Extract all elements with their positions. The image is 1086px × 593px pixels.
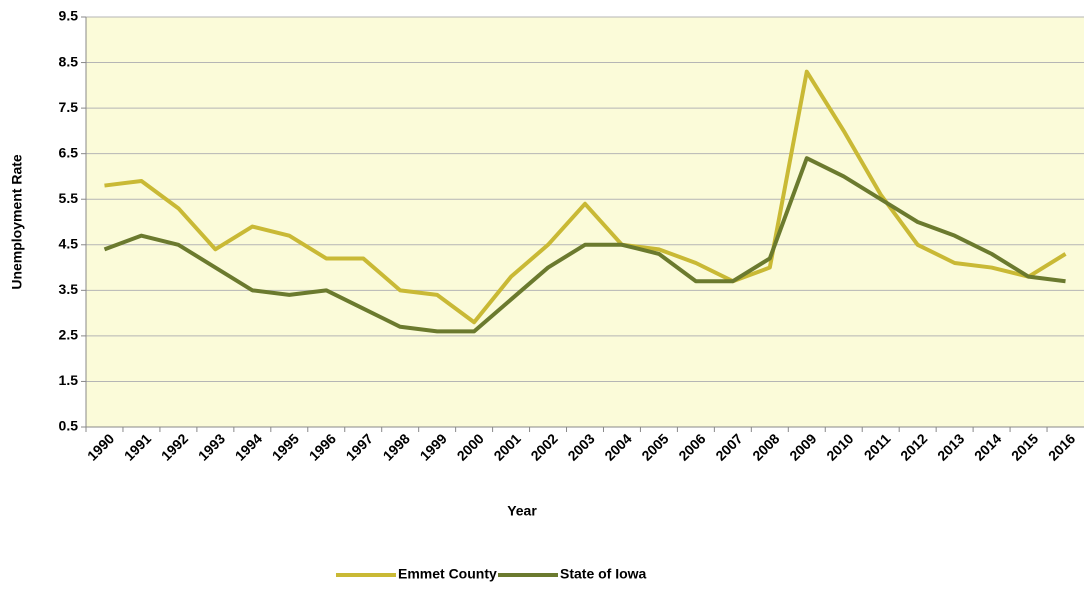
line-series (103, 156, 1066, 334)
x-axis-title: Year (507, 503, 537, 519)
y-tick-label: 3.5 (59, 281, 79, 297)
x-tick-label: 1990 (84, 430, 117, 463)
y-tick-label: 2.5 (59, 327, 79, 343)
x-tick-label: 2007 (712, 430, 745, 463)
y-axis-title: Unemployment Rate (9, 154, 25, 290)
x-tick-label: 2002 (527, 430, 560, 463)
x-tick-label: 2005 (638, 430, 671, 463)
y-tick-label: 8.5 (59, 53, 79, 69)
x-tick-label: 2006 (675, 430, 708, 463)
x-tick-label: 2014 (971, 430, 1004, 463)
x-tick-label: 2012 (897, 430, 930, 463)
line-series (104, 69, 1067, 325)
y-tick-label: 0.5 (59, 418, 79, 434)
x-tick-label: 1991 (121, 430, 154, 463)
x-tick-label: 1997 (343, 430, 376, 463)
plot-area (86, 17, 1084, 427)
x-tick-label: 1993 (195, 430, 228, 463)
y-tick-label: 9.5 (59, 8, 79, 24)
x-tick-label: 2003 (564, 430, 597, 463)
legend-label: State of Iowa (560, 566, 647, 582)
y-tick-label: 7.5 (59, 99, 79, 115)
x-tick-label: 1994 (232, 430, 265, 463)
y-tick-label: 1.5 (59, 372, 79, 388)
x-tick-label: 2010 (823, 430, 856, 463)
y-tick-label: 4.5 (59, 235, 79, 251)
x-tick-label: 1999 (417, 430, 450, 463)
y-tick-label: 5.5 (59, 190, 79, 206)
x-tick-label: 2016 (1045, 430, 1078, 463)
x-tick-label: 2001 (490, 430, 523, 463)
x-tick-label: 2015 (1008, 430, 1041, 463)
x-tick-label: 2013 (934, 430, 967, 463)
x-tick-label: 1992 (158, 430, 191, 463)
x-tick-label: 1995 (269, 430, 302, 463)
x-tick-label: 1996 (306, 430, 339, 463)
y-tick-label: 6.5 (59, 144, 79, 160)
x-tick-label: 1998 (380, 430, 413, 463)
x-tick-label: 2004 (601, 430, 634, 463)
x-tick-label: 2008 (749, 430, 782, 463)
legend-label: Emmet County (398, 566, 497, 582)
x-tick-label: 2011 (861, 430, 894, 463)
x-tick-label: 2009 (786, 430, 819, 463)
x-tick-label: 2000 (454, 430, 487, 463)
